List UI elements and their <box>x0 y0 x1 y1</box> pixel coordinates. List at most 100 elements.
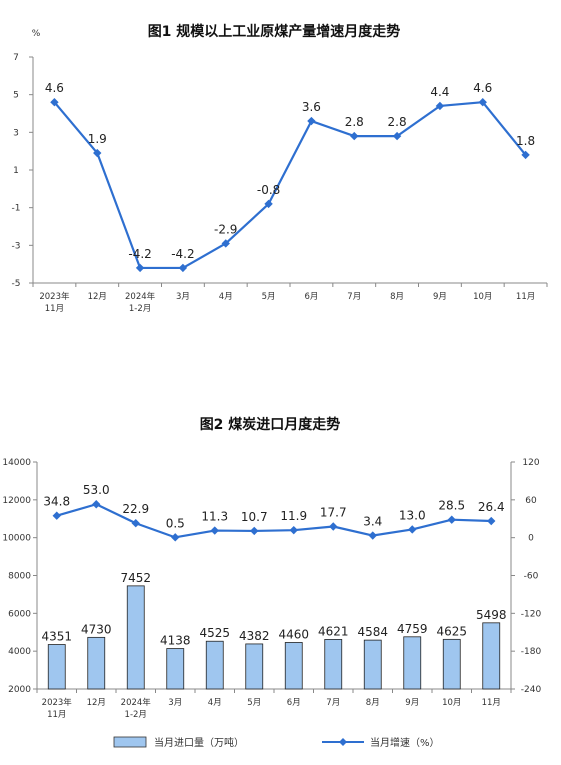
growth-data-label: 11.9 <box>280 509 307 523</box>
bar-data-label: 4759 <box>397 622 428 636</box>
x-tick-label: 4月 <box>219 292 233 302</box>
growth-point <box>487 516 496 526</box>
data-point <box>392 131 402 141</box>
bar-data-label: 4621 <box>318 624 349 638</box>
data-point <box>221 239 230 248</box>
x-tick-label: 2024年 <box>125 291 156 302</box>
x-tick-label: 1-2月 <box>129 304 151 314</box>
right-y-tick-label: -180 <box>521 647 542 657</box>
growth-data-label: 34.8 <box>43 495 70 509</box>
growth-point <box>171 533 180 542</box>
data-label: 4.6 <box>45 81 64 95</box>
x-tick-label: 6月 <box>287 698 301 708</box>
y-tick-label: 1 <box>13 166 19 176</box>
left-y-tick-label: 14000 <box>2 458 31 468</box>
series-line <box>53 101 527 270</box>
data-label: -0.8 <box>257 183 280 197</box>
data-label: -4.2 <box>171 247 194 261</box>
data-label: 4.6 <box>473 81 492 95</box>
chart-1-title: 图1 规模以上工业原煤产量增速月度走势 <box>148 23 401 40</box>
x-tick-label: 1-2月 <box>125 710 147 720</box>
x-tick-label: 10月 <box>442 698 461 708</box>
growth-data-label: 0.5 <box>166 516 185 530</box>
bar-data-label: 4525 <box>199 626 230 640</box>
chart-1: 图1 规模以上工业原煤产量增速月度走势 % 7 5 3 1 -1 -3 -5 2023年 11月… <box>12 23 548 314</box>
import-bar <box>245 643 264 690</box>
legend-diamond-marker <box>339 738 347 746</box>
right-y-tick-label: 60 <box>525 496 537 506</box>
x-tick-label: 11月 <box>482 698 501 708</box>
growth-point <box>210 526 219 535</box>
import-bar <box>47 644 66 690</box>
chart-1-axes: 7 5 3 1 -1 -3 -5 2023年 11月 12月 2024年 1-2月 3月 4月 5月 6月 7月… <box>12 53 548 314</box>
x-tick-label: 10月 <box>473 292 492 302</box>
growth-data-label: 3.4 <box>363 515 382 529</box>
growth-point <box>368 531 377 540</box>
y-tick-label: 7 <box>13 53 19 63</box>
x-tick-label: 8月 <box>366 698 380 708</box>
right-y-tick-label: 0 <box>528 534 534 544</box>
growth-point <box>447 515 456 524</box>
x-tick-label: 3月 <box>176 292 190 302</box>
x-tick-label: 11月 <box>47 710 66 720</box>
growth-data-label: 17.7 <box>320 506 347 520</box>
import-bar <box>284 642 303 690</box>
data-label: 2.8 <box>388 115 407 129</box>
data-label: 1.9 <box>88 132 107 146</box>
x-tick-label: 5月 <box>247 698 261 708</box>
bar-data-label: 4382 <box>239 629 270 643</box>
bar-data-label: 4584 <box>357 625 388 639</box>
x-tick-label: 11月 <box>516 292 535 302</box>
growth-point <box>52 511 61 520</box>
chart-1-ylabel: % <box>32 29 41 39</box>
x-tick-label: 4月 <box>208 698 222 708</box>
growth-point <box>329 522 338 531</box>
legend-bar-label: 当月进口量（万吨） <box>154 736 244 749</box>
growth-data-label: 28.5 <box>438 499 465 513</box>
bar-data-label: 4351 <box>41 630 72 644</box>
data-point <box>264 199 273 209</box>
y-tick-label: -3 <box>12 241 21 251</box>
data-label: -2.9 <box>214 222 237 236</box>
y-tick-label: -1 <box>12 204 21 214</box>
left-y-tick-label: 10000 <box>2 534 31 544</box>
data-point <box>307 116 316 126</box>
x-tick-label: 9月 <box>405 698 419 708</box>
data-point <box>50 98 59 107</box>
data-point <box>350 131 359 141</box>
growth-point <box>289 525 298 535</box>
x-tick-label: 3月 <box>168 698 182 708</box>
right-y-tick-label: -120 <box>521 609 542 619</box>
chart-2-data-labels: 4351 4730 7452 4138 4525 4382 4460 4621 4584 4759… <box>41 483 506 647</box>
data-label: 3.6 <box>302 100 321 114</box>
import-bar <box>166 648 185 690</box>
chart-1-series-line <box>50 98 530 273</box>
data-label: 1.8 <box>516 134 535 148</box>
growth-point <box>408 525 417 534</box>
data-label: 2.8 <box>345 115 364 129</box>
right-y-tick-label: 120 <box>522 458 539 468</box>
growth-point <box>131 519 140 528</box>
data-point <box>135 263 145 273</box>
data-point <box>478 98 487 107</box>
x-tick-label: 12月 <box>87 698 106 708</box>
x-tick-label: 2024年 <box>121 697 152 708</box>
left-y-tick-label: 6000 <box>8 609 31 619</box>
right-y-tick-label: -240 <box>521 685 542 695</box>
import-bar <box>403 636 422 690</box>
chart-2-axes: 14000 12000 10000 8000 6000 4000 2000 120 60 0 -60… <box>2 458 541 720</box>
bar-data-label: 4138 <box>160 634 191 648</box>
chart-2-bars <box>47 585 501 690</box>
x-tick-label: 8月 <box>390 292 404 302</box>
data-point <box>521 150 530 160</box>
data-point <box>178 263 188 273</box>
left-y-tick-label: 4000 <box>8 647 31 657</box>
import-bar <box>126 585 145 690</box>
import-bar <box>324 639 343 690</box>
growth-data-label: 26.4 <box>478 500 505 514</box>
legend-line-label: 当月增速（%） <box>370 736 440 749</box>
data-point <box>435 101 445 111</box>
y-tick-label: 3 <box>13 128 19 138</box>
